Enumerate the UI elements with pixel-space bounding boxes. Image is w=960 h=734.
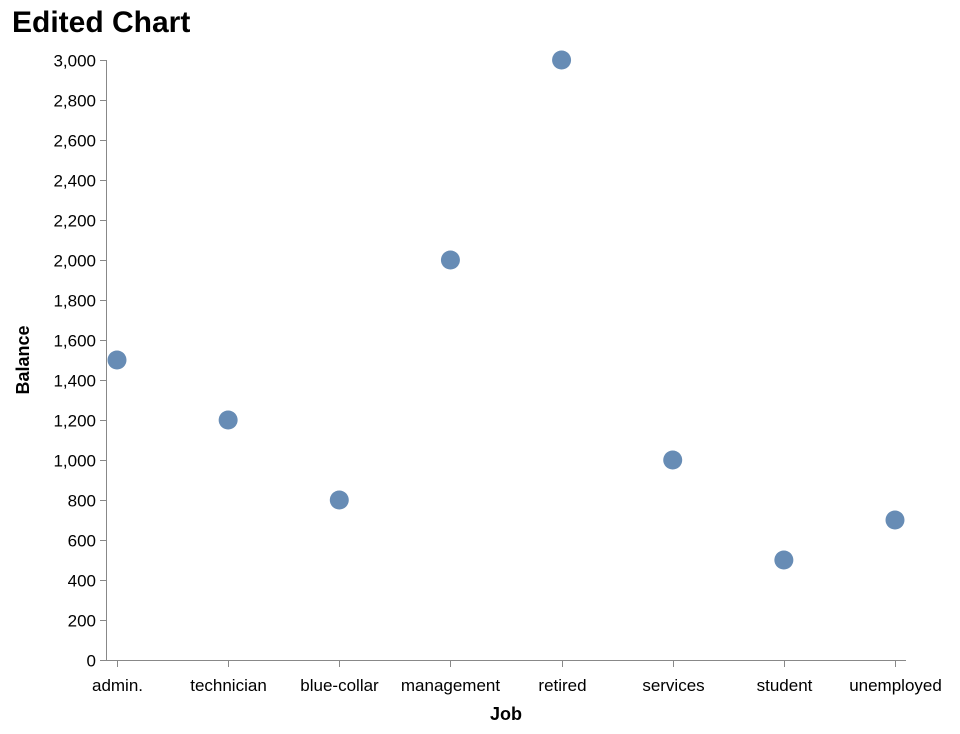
y-tick-label: 1,600 (53, 332, 96, 351)
data-point (107, 350, 127, 370)
y-tick-label: 1,400 (53, 372, 96, 391)
y-tick-label: 2,600 (53, 132, 96, 151)
y-tick-label: 600 (68, 532, 96, 551)
x-tick-label: admin. (92, 676, 143, 695)
data-point (552, 50, 572, 70)
x-axis-title: Job (490, 704, 522, 724)
y-tick-label: 2,400 (53, 172, 96, 191)
chart-title: Edited Chart (12, 6, 191, 39)
y-axis: 0 200 400 600 800 1,000 1,200 1,400 1,600 1,800 2,… (53, 52, 107, 671)
y-tick-label: 1,000 (53, 452, 96, 471)
y-tick-label: 1,200 (53, 412, 96, 431)
x-tick-label: student (757, 676, 813, 695)
y-tick-label: 2,800 (53, 92, 96, 111)
x-axis: admin. technician blue-collar management ret… (92, 660, 942, 695)
data-point (218, 410, 238, 430)
x-tick-label: retired (538, 676, 586, 695)
data-point (440, 250, 460, 270)
x-tick-label: blue-collar (300, 676, 379, 695)
y-tick-label: 400 (68, 572, 96, 591)
y-tick-label: 2,200 (53, 212, 96, 231)
y-tick-label: 0 (87, 652, 96, 671)
x-tick-label: technician (190, 676, 267, 695)
y-tick-label: 1,800 (53, 292, 96, 311)
x-tick-label: unemployed (849, 676, 942, 695)
data-point (885, 510, 905, 530)
y-axis-title: Balance (13, 325, 33, 394)
y-tick-label: 2,000 (53, 252, 96, 271)
data-point (774, 550, 794, 570)
data-point (663, 450, 683, 470)
x-tick-label: management (401, 676, 501, 695)
x-tick-label: services (642, 676, 704, 695)
y-tick-label: 200 (68, 612, 96, 631)
y-tick-label: 3,000 (53, 52, 96, 71)
y-tick-label: 800 (68, 492, 96, 511)
data-points (107, 50, 905, 570)
data-point (329, 490, 349, 510)
